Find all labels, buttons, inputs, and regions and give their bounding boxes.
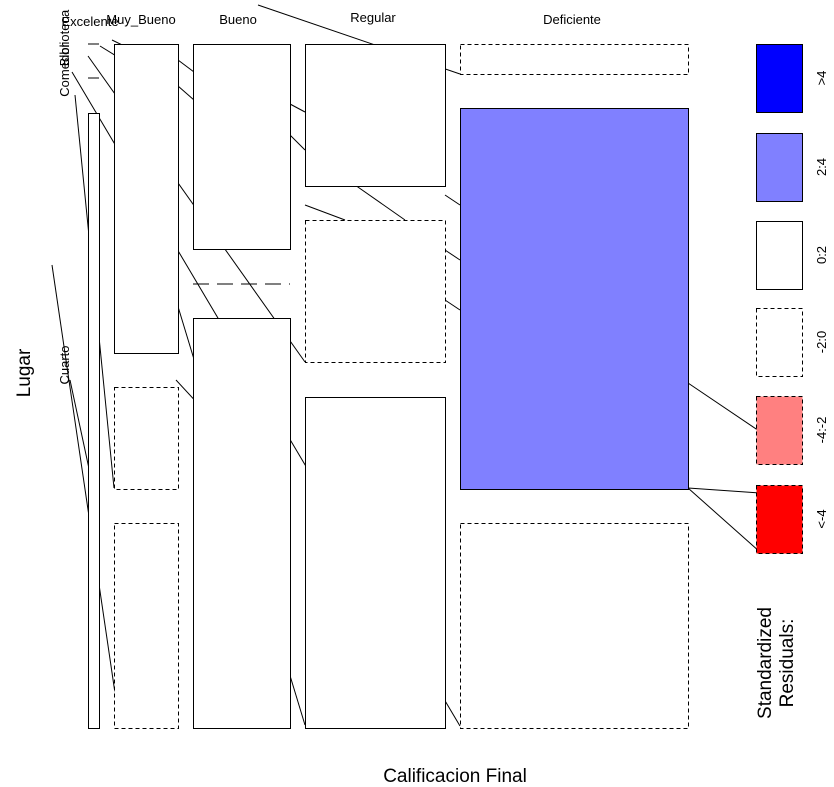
cell-muy-bueno-biblioteca: [114, 44, 179, 354]
cell-muy-bueno-cuarto: [114, 523, 179, 729]
legend-label-4: >4: [814, 71, 829, 86]
cell-bueno-cuarto: [193, 318, 291, 729]
connector-line-6: [51, 264, 121, 728]
row-label-biblioteca: Biblioteca: [57, 9, 72, 66]
legend-swatch-2-0: [756, 308, 803, 377]
connector-line-11: [289, 134, 306, 151]
legend-label-4: <-4: [814, 509, 829, 528]
legend-label-0-2: 0:2: [814, 246, 829, 264]
connector-line-8: [177, 59, 195, 73]
row-label-comedor: Comedor: [57, 43, 72, 97]
cell-deficiente-comedor: [460, 108, 689, 490]
cell-regular-biblioteca: [305, 44, 446, 187]
column-label-bueno: Bueno: [219, 12, 257, 27]
connector-line-18: [687, 487, 761, 553]
cell-regular-comedor: [305, 220, 446, 363]
connector-line-13: [354, 184, 406, 221]
column-label-regular: Regular: [350, 10, 396, 25]
connector-line-19: [687, 487, 761, 494]
legend-swatch-0-2: [756, 221, 803, 290]
connector-line-17: [687, 382, 766, 436]
column-label-muy-bueno: Muy_Bueno: [106, 12, 175, 27]
column-label-excelente: Excelente: [61, 14, 118, 29]
legend-title-line1: Standardized: [755, 607, 776, 719]
legend-swatch-2-4: [756, 133, 803, 202]
legend-label-4-2: -4:-2: [814, 417, 829, 444]
cell-regular-cuarto: [305, 397, 446, 729]
connector-line-15: [444, 249, 461, 261]
cell-muy-bueno-comedor: [114, 387, 179, 490]
connector-line-12: [304, 204, 346, 221]
connector-line-9: [177, 85, 195, 101]
legend-label-2-4: 2:4: [814, 158, 829, 176]
mosaic-cells: [88, 43, 689, 729]
legend-swatch-4-2: [756, 396, 803, 465]
legend: >4 2:4 0:2 -2:0 -4:-2 <-4: [756, 44, 829, 554]
y-axis-label: Lugar: [14, 348, 35, 397]
legend-title-line2: Residuals:: [777, 619, 798, 708]
x-axis-label: Calificacion Final: [383, 766, 527, 787]
legend-swatch-4: [756, 485, 803, 554]
legend-swatch-4: [756, 44, 803, 113]
row-label-cuarto: Cuarto: [57, 345, 72, 384]
connector-line-10: [289, 103, 306, 113]
legend-label-2-0: -2:0: [814, 331, 829, 353]
connector-line-16: [444, 299, 461, 311]
cell-deficiente-cuarto: [460, 523, 689, 729]
cell-bueno-biblioteca: [193, 44, 291, 250]
connector-line-14: [444, 194, 461, 206]
cell-deficiente-biblioteca: [460, 44, 689, 75]
cell-excelente-cuarto: [88, 113, 100, 729]
column-label-deficiente: Deficiente: [543, 12, 601, 27]
